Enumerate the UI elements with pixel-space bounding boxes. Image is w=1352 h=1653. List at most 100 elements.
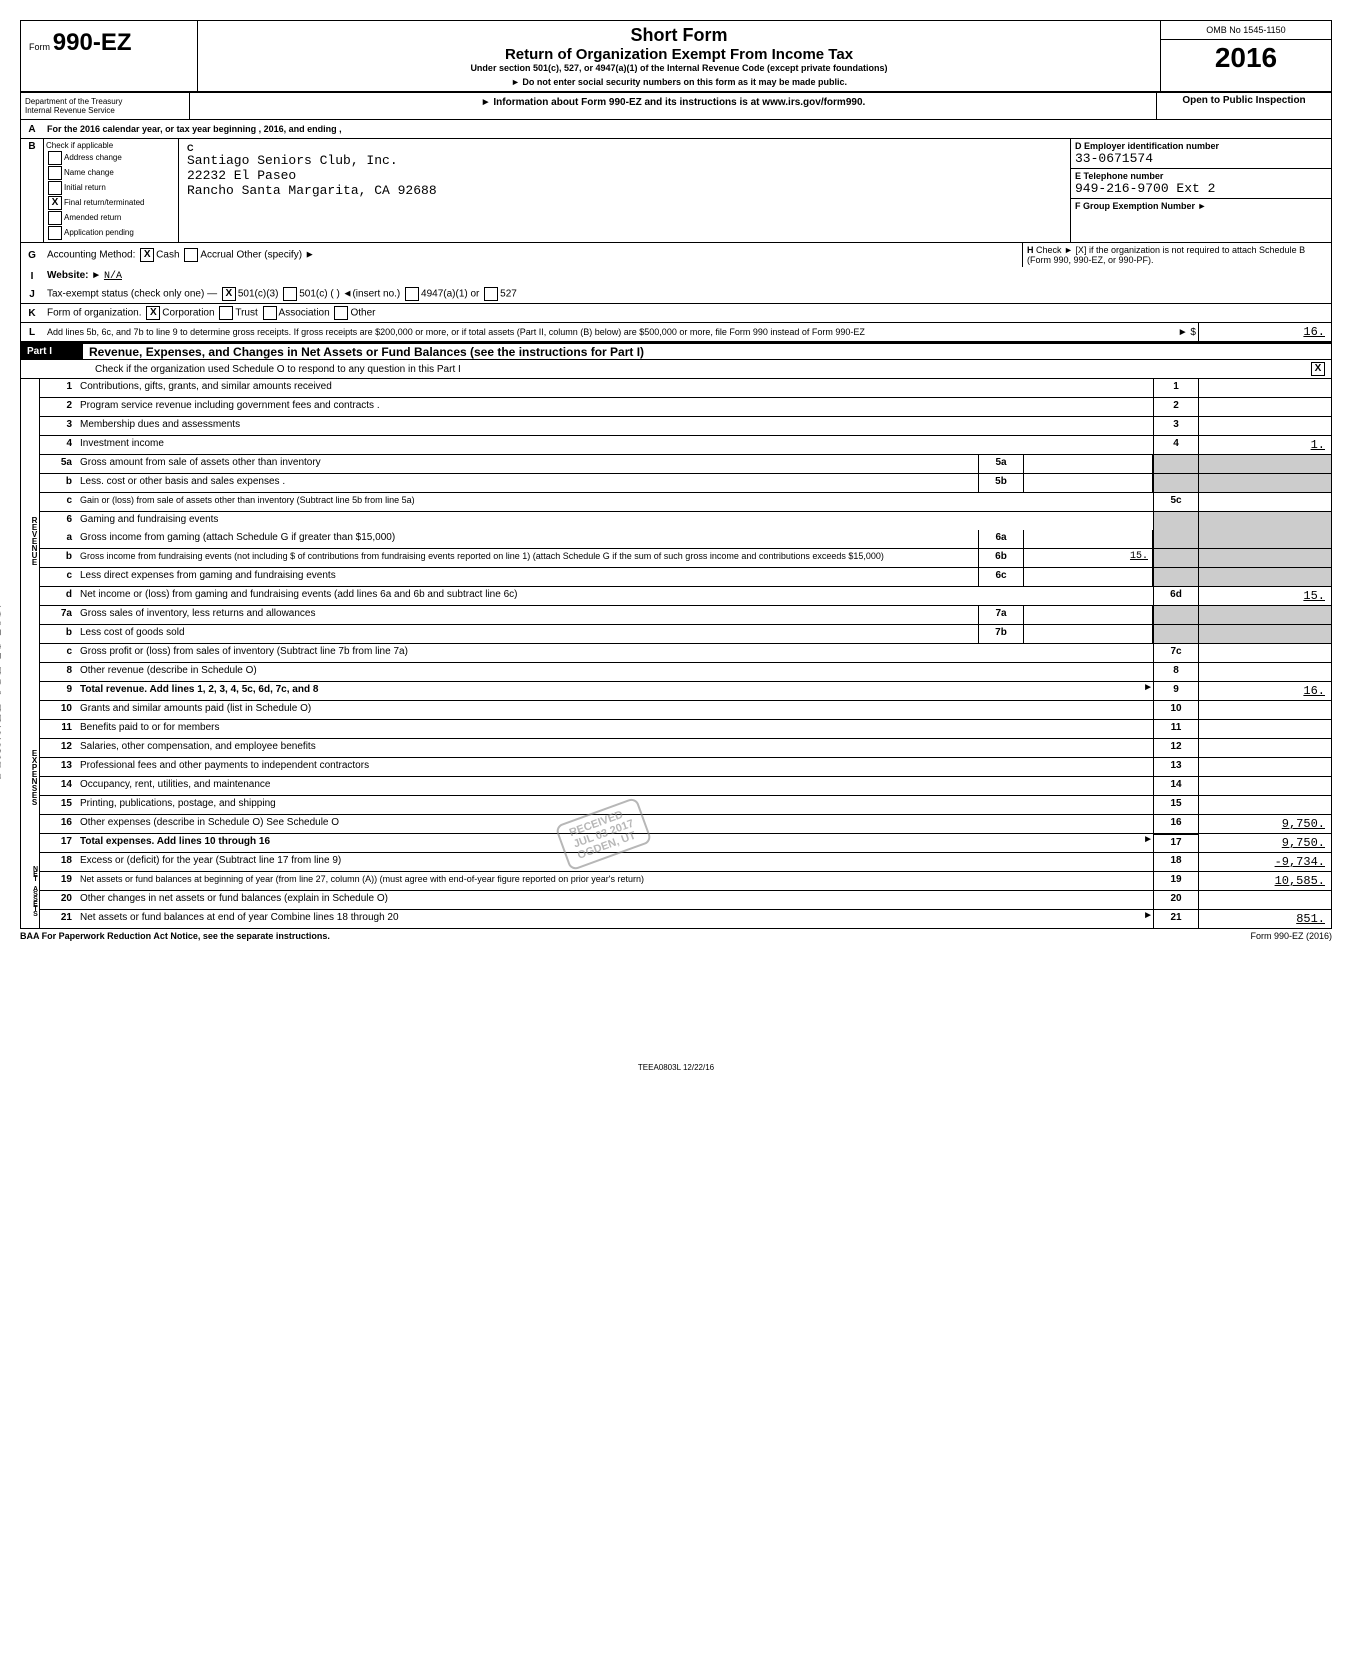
line-6d: d Net income or (loss) from gaming and f… (40, 587, 1331, 606)
omb-number: OMB No 1545-1150 (1161, 21, 1331, 40)
line-7a-mid: 7a (978, 606, 1024, 624)
line-5b-endval (1198, 474, 1331, 492)
line-14-box: 14 (1153, 777, 1198, 795)
group-arrow: ► (1198, 201, 1207, 211)
line-17: 17 Total expenses. Add lines 10 through … (40, 834, 1331, 853)
org-name: Santiago Seniors Club, Inc. (187, 153, 1062, 168)
line-3-num: 3 (40, 417, 76, 435)
checkbox-4947[interactable] (405, 287, 419, 301)
checkbox-pending[interactable] (48, 226, 62, 240)
line-6c-endbox (1153, 568, 1198, 586)
letter-i: I (21, 269, 43, 284)
line-5b: b Less. cost or other basis and sales ex… (40, 474, 1331, 493)
checkbox-corp[interactable]: X (146, 306, 160, 320)
line-10-box: 10 (1153, 701, 1198, 719)
h-text: Check ► [X] if the organization is not r… (1027, 245, 1305, 265)
line-18-desc: Excess or (deficit) for the year (Subtra… (76, 853, 1153, 871)
expenses-section: EXPENSES 10 Grants and similar amounts p… (21, 701, 1331, 853)
checkbox-address[interactable] (48, 151, 62, 165)
other-org-label: Other (350, 308, 375, 319)
line-20-val (1198, 891, 1331, 909)
line-21-num: 21 (40, 910, 76, 928)
line-15-val (1198, 796, 1331, 814)
line-1-val (1198, 379, 1331, 397)
part1-title: Revenue, Expenses, and Changes in Net As… (83, 345, 644, 359)
line-7c-num: c (40, 644, 76, 662)
section-b: B Check if applicable Address change Nam… (21, 139, 1331, 243)
checkbox-assoc[interactable] (263, 306, 277, 320)
dept-label: Department of the Treasury (25, 97, 185, 106)
line-20-num: 20 (40, 891, 76, 909)
line-6a-endbox (1153, 530, 1198, 548)
checkbox-final[interactable]: X (48, 196, 62, 210)
line-l: L Add lines 5b, 6c, and 7b to line 9 to … (21, 323, 1331, 342)
accounting-method: Accounting Method: XCash Accrual Other (… (43, 246, 1022, 264)
revenue-section: REVENUE 1 Contributions, gifts, grants, … (21, 379, 1331, 701)
line-7a-endval (1198, 606, 1331, 624)
part1-sub: Check if the organization used Schedule … (21, 360, 1331, 379)
line-4: 4 Investment income 4 1. (40, 436, 1331, 455)
return-title: Return of Organization Exempt From Incom… (206, 46, 1152, 63)
line-13: 13 Professional fees and other payments … (40, 758, 1331, 777)
line-2-box: 2 (1153, 398, 1198, 416)
line-2-desc: Program service revenue including govern… (76, 398, 1153, 416)
checkbox-501c3[interactable]: X (222, 287, 236, 301)
line-6b-midval: 15. (1024, 549, 1153, 567)
line-5c-val (1198, 493, 1331, 511)
line-11: 11 Benefits paid to or for members 11 (40, 720, 1331, 739)
checkbox-amended[interactable] (48, 211, 62, 225)
line-13-num: 13 (40, 758, 76, 776)
check-applicable: Check if applicable Address change Name … (44, 139, 179, 242)
line-9-desc: Total revenue. Add lines 1, 2, 3, 4, 5c,… (76, 682, 1141, 700)
website-row: Website: ► N/A (43, 268, 1030, 284)
line-6c-mid: 6c (978, 568, 1024, 586)
line-13-box: 13 (1153, 758, 1198, 776)
ein-row: D Employer identification number 33-0671… (1071, 139, 1331, 169)
line-15-num: 15 (40, 796, 76, 814)
line-7b-mid: 7b (978, 625, 1024, 643)
form-ref: Form 990-EZ (2016) (1250, 931, 1332, 941)
letter-k: K (21, 306, 43, 321)
check-address: Address change (46, 150, 176, 165)
line-6c-midval (1024, 568, 1153, 586)
check-final-label: Final return/terminated (64, 198, 144, 207)
line-6-endbox (1153, 512, 1198, 530)
form-org-row: Form of organization. XCorporation Trust… (43, 304, 1331, 322)
checkbox-cash[interactable]: X (140, 248, 154, 262)
line-18-val: -9,734. (1198, 853, 1331, 871)
letter-l: L (21, 325, 43, 340)
cash-label: Cash (156, 250, 179, 261)
line-4-val: 1. (1198, 436, 1331, 454)
line-5a-midval (1024, 455, 1153, 473)
checkbox-accrual[interactable] (184, 248, 198, 262)
checkbox-501c[interactable] (283, 287, 297, 301)
line-20-box: 20 (1153, 891, 1198, 909)
checkbox-initial[interactable] (48, 181, 62, 195)
line-4-box: 4 (1153, 436, 1198, 454)
line-16: 16 Other expenses (describe in Schedule … (40, 815, 1331, 834)
expense-lines: 10 Grants and similar amounts paid (list… (40, 701, 1331, 853)
line-19-desc: Net assets or fund balances at beginning… (76, 872, 1153, 890)
checkbox-trust[interactable] (219, 306, 233, 320)
line-17-desc-text: Total expenses. Add lines 10 through 16 (80, 836, 270, 847)
under-section: Under section 501(c), 527, or 4947(a)(1)… (206, 63, 1152, 73)
line-11-desc: Benefits paid to or for members (76, 720, 1153, 738)
checkbox-name[interactable] (48, 166, 62, 180)
line-13-desc: Professional fees and other payments to … (76, 758, 1153, 776)
line-5c: c Gain or (loss) from sale of assets oth… (40, 493, 1331, 512)
check-pending-label: Application pending (64, 228, 134, 237)
line-9-num: 9 (40, 682, 76, 700)
check-final: XFinal return/terminated (46, 195, 176, 210)
letter-c: C (187, 143, 1062, 153)
checkbox-527[interactable] (484, 287, 498, 301)
part1-sub-text: Check if the organization used Schedule … (91, 362, 1309, 377)
revenue-side-label: REVENUE (21, 379, 40, 701)
line-11-num: 11 (40, 720, 76, 738)
line-11-val (1198, 720, 1331, 738)
website-label: Website: ► (47, 270, 101, 281)
line-6a-desc: Gross income from gaming (attach Schedul… (76, 530, 978, 548)
line-17-num: 17 (40, 834, 76, 852)
checkbox-other-org[interactable] (334, 306, 348, 320)
checkbox-schedule-o[interactable]: X (1311, 362, 1325, 376)
line-19-box: 19 (1153, 872, 1198, 890)
